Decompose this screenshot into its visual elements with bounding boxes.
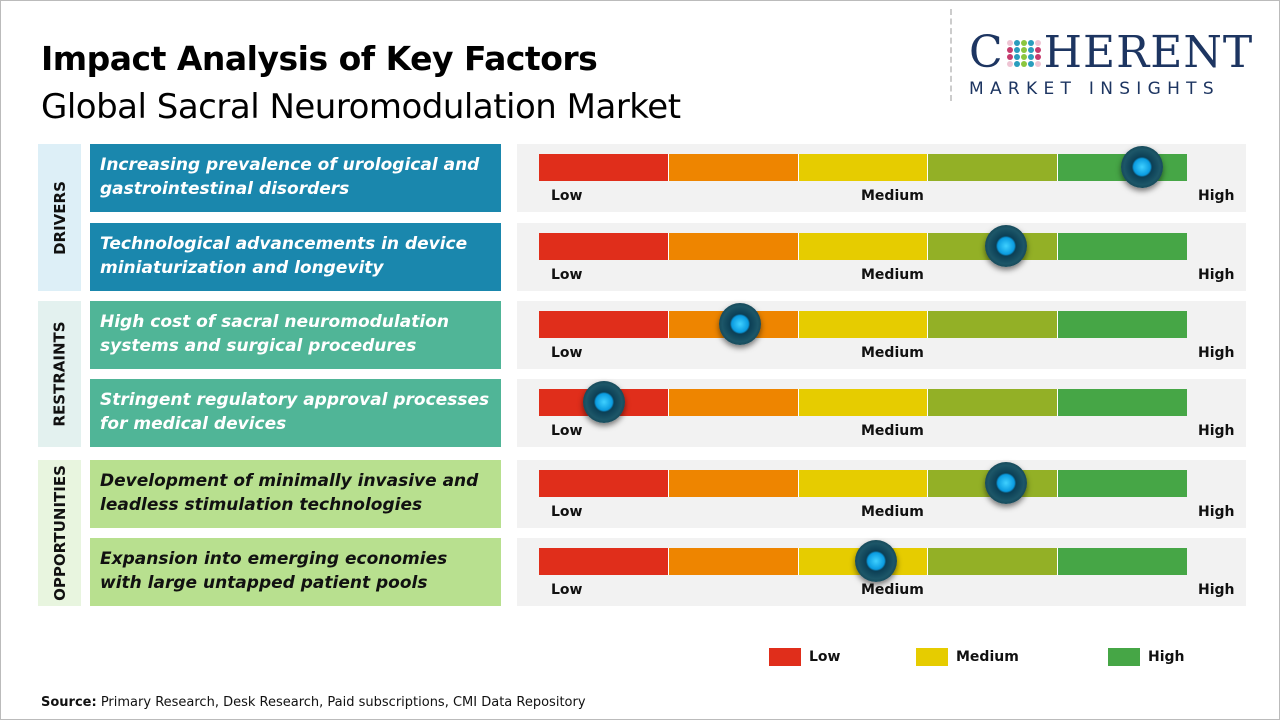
scale-label-low: Low [551, 423, 583, 439]
scale-label-low: Low [551, 582, 583, 598]
legend-item: Low [769, 648, 840, 666]
impact-indicator-knob [582, 381, 625, 423]
legend-label: High [1148, 649, 1185, 665]
factor-restraints: Stringent regulatory approval processes … [90, 379, 501, 447]
scale-segment-mid_high [928, 389, 1059, 416]
scale-label-medium: Medium [861, 267, 924, 283]
legend-item: Medium [916, 648, 1019, 666]
scale-label-medium: Medium [861, 423, 924, 439]
scale-segment-low_mid [668, 470, 799, 497]
scale-segment-high [1058, 470, 1187, 497]
scale-segment-low [539, 470, 669, 497]
category-opportunities: OPPORTUNITIES [38, 460, 81, 606]
scale-segment-low [539, 311, 669, 338]
page-title: Impact Analysis of Key Factors [41, 39, 598, 78]
scale-segment-low_mid [668, 548, 799, 575]
scale-segment-mid_high [928, 548, 1059, 575]
scale-segment-high [1058, 233, 1187, 260]
scale-label-high: High [1198, 345, 1235, 361]
category-restraints: RESTRAINTS [38, 301, 81, 447]
legend-swatch [916, 648, 948, 666]
impact-indicator-knob [1120, 146, 1163, 188]
scale-label-high: High [1198, 582, 1235, 598]
legend-item: High [1108, 648, 1185, 666]
category-label: OPPORTUNITIES [50, 465, 69, 601]
scale-segment-medium [798, 154, 929, 181]
legend-label: Low [809, 649, 841, 665]
logo: C HERENT MARKET INSIGHTS [969, 27, 1254, 100]
scale-segment-medium [798, 311, 929, 338]
scale-segment-low [539, 233, 669, 260]
impact-meter: Low Medium High [517, 301, 1246, 369]
scale-segment-medium [798, 470, 929, 497]
impact-meter: Low Medium High [517, 538, 1246, 606]
scale-label-medium: Medium [861, 345, 924, 361]
category-drivers: DRIVERS [38, 144, 81, 291]
globe-icon [1006, 39, 1041, 67]
scale-segment-mid_high [928, 154, 1059, 181]
scale-segment-low_mid [668, 154, 799, 181]
divider [950, 9, 952, 101]
impact-meter: Low Medium High [517, 460, 1246, 528]
scale-label-high: High [1198, 188, 1235, 204]
impact-meter: Low Medium High [517, 379, 1246, 447]
scale-label-low: Low [551, 267, 583, 283]
scale-segment-medium [798, 389, 929, 416]
scale-label-low: Low [551, 345, 583, 361]
scale-segment-high [1058, 548, 1187, 575]
factor-drivers: Increasing prevalence of urological and … [90, 144, 501, 212]
category-label: RESTRAINTS [50, 321, 69, 427]
scale-segment-low [539, 548, 669, 575]
factor-opportunities: Development of minimally invasive and le… [90, 460, 501, 528]
impact-scale-bar [539, 233, 1187, 260]
scale-segment-low [539, 154, 669, 181]
factor-drivers: Technological advancements in device min… [90, 223, 501, 291]
impact-indicator-knob [984, 225, 1027, 267]
factor-restraints: High cost of sacral neuromodulation syst… [90, 301, 501, 369]
source-note: Source: Primary Research, Desk Research,… [41, 695, 586, 710]
factor-opportunities: Expansion into emerging economies with l… [90, 538, 501, 606]
scale-segment-high [1058, 311, 1187, 338]
category-label: DRIVERS [50, 180, 69, 255]
impact-scale-bar [539, 154, 1187, 181]
scale-segment-high [1058, 389, 1187, 416]
impact-meter: Low Medium High [517, 144, 1246, 212]
impact-scale-bar [539, 311, 1187, 338]
legend-swatch [769, 648, 801, 666]
impact-indicator-knob [854, 540, 897, 582]
impact-indicator-knob [984, 462, 1027, 504]
impact-scale-bar [539, 470, 1187, 497]
scale-segment-medium [798, 233, 929, 260]
scale-segment-low_mid [668, 233, 799, 260]
impact-meter: Low Medium High [517, 223, 1246, 291]
scale-segment-low_mid [668, 389, 799, 416]
legend-label: Medium [956, 649, 1019, 665]
impact-scale-bar [539, 389, 1187, 416]
scale-label-medium: Medium [861, 582, 924, 598]
scale-label-high: High [1198, 423, 1235, 439]
legend-swatch [1108, 648, 1140, 666]
page-subtitle: Global Sacral Neuromodulation Market [41, 87, 681, 127]
scale-label-low: Low [551, 188, 583, 204]
scale-segment-mid_high [928, 311, 1059, 338]
scale-label-low: Low [551, 504, 583, 520]
impact-indicator-knob [718, 303, 761, 345]
scale-label-high: High [1198, 267, 1235, 283]
scale-label-medium: Medium [861, 188, 924, 204]
scale-label-medium: Medium [861, 504, 924, 520]
scale-label-high: High [1198, 504, 1235, 520]
